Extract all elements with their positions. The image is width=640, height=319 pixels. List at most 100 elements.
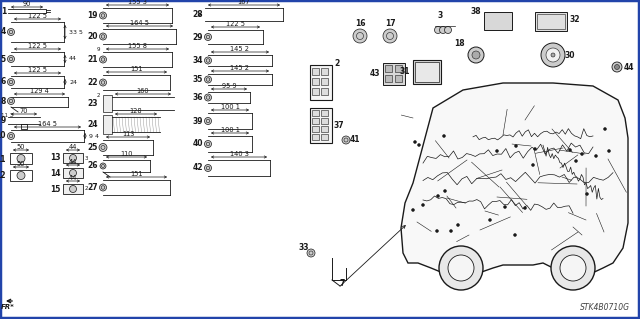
Text: 167: 167 — [237, 0, 250, 5]
Bar — [385, 75, 392, 82]
Circle shape — [70, 154, 77, 161]
Bar — [312, 110, 319, 116]
Bar — [63, 168, 83, 178]
Text: 3: 3 — [437, 11, 443, 20]
Text: 6: 6 — [1, 78, 6, 86]
Circle shape — [551, 53, 555, 57]
Circle shape — [417, 144, 420, 146]
Text: 155 8: 155 8 — [128, 43, 147, 49]
Text: 50: 50 — [17, 144, 25, 150]
Text: 44: 44 — [68, 175, 77, 181]
Text: 32: 32 — [570, 16, 580, 25]
Text: 37: 37 — [334, 121, 344, 130]
Text: 40: 40 — [193, 139, 203, 149]
Text: 17: 17 — [385, 19, 396, 27]
Text: 122 5: 122 5 — [226, 21, 245, 27]
Text: 122 5: 122 5 — [28, 67, 47, 73]
Text: 9: 9 — [96, 47, 100, 52]
Bar — [10, 170, 32, 181]
Text: 122 5: 122 5 — [28, 43, 47, 49]
Bar — [103, 115, 112, 134]
Circle shape — [439, 246, 483, 290]
Circle shape — [8, 98, 15, 105]
Text: STK4B0710G: STK4B0710G — [580, 303, 630, 312]
Circle shape — [531, 164, 534, 167]
Text: 155 3: 155 3 — [128, 0, 147, 5]
Circle shape — [560, 255, 586, 281]
Text: 10: 10 — [0, 131, 6, 140]
Text: 33: 33 — [299, 242, 310, 251]
Circle shape — [468, 47, 484, 63]
Circle shape — [456, 224, 460, 226]
Circle shape — [580, 152, 584, 155]
Circle shape — [524, 206, 527, 210]
Circle shape — [205, 94, 211, 101]
Text: 12: 12 — [0, 172, 6, 181]
Bar — [413, 60, 441, 84]
Circle shape — [413, 140, 417, 144]
Text: 25: 25 — [88, 143, 98, 152]
Text: 36: 36 — [193, 93, 203, 102]
Text: 151: 151 — [131, 66, 143, 72]
Bar — [310, 65, 332, 100]
Circle shape — [604, 128, 607, 130]
Circle shape — [205, 57, 211, 64]
Text: 14: 14 — [51, 168, 61, 177]
Text: 164 5: 164 5 — [38, 121, 57, 127]
Bar — [312, 126, 319, 132]
Circle shape — [504, 205, 506, 209]
Circle shape — [99, 144, 107, 152]
Text: 145 2: 145 2 — [230, 46, 250, 52]
Text: 2: 2 — [334, 58, 339, 68]
Text: 7: 7 — [339, 278, 345, 287]
Circle shape — [8, 78, 15, 85]
Bar — [321, 118, 328, 124]
Text: 44: 44 — [68, 144, 77, 150]
Text: 11 3: 11 3 — [1, 113, 13, 118]
Text: 15: 15 — [51, 184, 61, 194]
Text: 9: 9 — [1, 116, 6, 125]
Text: 100 1: 100 1 — [221, 127, 239, 133]
Bar — [383, 63, 405, 85]
Bar — [395, 65, 402, 72]
Text: 44: 44 — [68, 159, 77, 165]
Text: 28: 28 — [193, 10, 203, 19]
Bar — [312, 134, 319, 140]
Text: 90: 90 — [23, 1, 31, 7]
Circle shape — [70, 186, 77, 192]
Text: FR*: FR* — [1, 304, 15, 310]
Bar — [321, 110, 328, 116]
Text: 8: 8 — [1, 98, 6, 107]
Circle shape — [205, 165, 211, 172]
Text: 23: 23 — [88, 99, 98, 108]
Circle shape — [515, 145, 518, 147]
Text: 110: 110 — [120, 151, 132, 157]
Bar — [312, 88, 319, 95]
Text: 122 5: 122 5 — [28, 13, 47, 19]
Text: 43: 43 — [369, 69, 380, 78]
Circle shape — [17, 154, 25, 162]
Text: 1: 1 — [1, 6, 6, 16]
Circle shape — [342, 136, 350, 144]
Circle shape — [436, 195, 440, 197]
Text: 70: 70 — [20, 108, 28, 114]
Bar — [63, 184, 83, 194]
Text: 129 4: 129 4 — [30, 88, 49, 94]
Circle shape — [513, 234, 516, 236]
Text: 29: 29 — [193, 33, 203, 41]
Text: 44: 44 — [69, 56, 77, 62]
Text: 34: 34 — [193, 56, 203, 65]
Text: 41: 41 — [350, 136, 360, 145]
Circle shape — [614, 64, 620, 70]
Circle shape — [70, 169, 77, 176]
Circle shape — [595, 154, 598, 158]
Circle shape — [546, 48, 560, 62]
Circle shape — [383, 29, 397, 43]
Bar — [321, 134, 328, 140]
Circle shape — [575, 160, 577, 162]
Circle shape — [495, 150, 499, 152]
Text: 24: 24 — [69, 79, 77, 85]
Circle shape — [445, 26, 451, 33]
Text: 100 1: 100 1 — [221, 104, 239, 110]
Circle shape — [99, 79, 106, 86]
